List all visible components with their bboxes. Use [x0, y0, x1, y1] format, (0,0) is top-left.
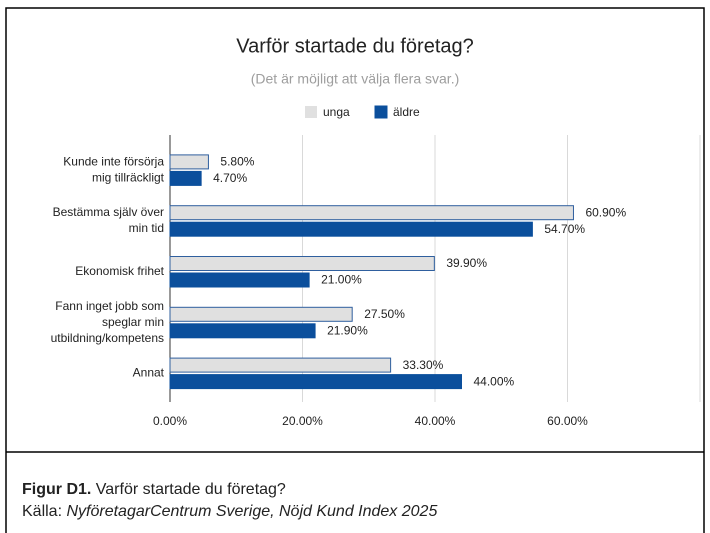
legend-label: unga: [323, 105, 350, 119]
value-label: 60.90%: [585, 205, 626, 219]
value-label: 5.80%: [220, 155, 254, 169]
bar: [169, 205, 574, 221]
bar: [169, 170, 202, 186]
x-tick-label: 40.00%: [415, 414, 456, 428]
label-line: speglar min: [102, 315, 164, 329]
figure-frame: [5, 7, 705, 533]
bar: [169, 306, 353, 322]
label-line: Bestämma själv över: [53, 205, 164, 219]
bar: [169, 374, 462, 390]
y-tick-label: Bestämma själv över min tid: [53, 205, 164, 235]
caption-text: Varför startade du företag?: [91, 481, 286, 498]
label-line: Annat: [133, 366, 165, 380]
value-label: 4.70%: [213, 171, 247, 185]
label-line: mig tillräckligt: [92, 171, 165, 185]
chart-subtitle: (Det är möjligt att välja flera svar.): [251, 71, 460, 87]
caption-figure: Figur D1.: [22, 481, 91, 498]
value-label: 27.50%: [364, 307, 405, 321]
value-label: 54.70%: [544, 222, 585, 236]
y-tick-label: Kunde inte försörja mig tillräckligt: [63, 155, 164, 185]
legend-swatch: [374, 105, 388, 119]
value-label: 33.30%: [403, 358, 444, 372]
label-line: Kunde inte försörja: [63, 155, 164, 169]
bar: [169, 256, 435, 271]
value-label: 44.00%: [474, 374, 515, 388]
legend-label: äldre: [393, 105, 420, 119]
x-tick-label: 60.00%: [547, 414, 588, 428]
chart-title: Varför startade du företag?: [236, 35, 474, 57]
value-label: 21.00%: [321, 273, 362, 287]
caption-line: Figur D1. Varför startade du företag?: [22, 481, 286, 498]
value-label: 21.90%: [327, 323, 368, 337]
x-tick-label: 20.00%: [282, 414, 323, 428]
source-text: NyföretagarCentrum Sverige, Nöjd Kund In…: [66, 503, 437, 520]
y-tick-label: Annat: [133, 366, 165, 380]
bar: [169, 272, 310, 288]
bar: [169, 221, 533, 237]
y-tick-label: Fann inget jobb som speglar min utbildning…: [51, 299, 164, 345]
x-tick-label: 0.00%: [153, 414, 187, 428]
legend-swatch: [305, 106, 317, 118]
y-tick-label: Ekonomisk frihet: [75, 264, 164, 278]
label-line: utbildning/kompetens: [51, 331, 164, 345]
bar: [169, 154, 209, 170]
bar: [169, 323, 316, 339]
label-line: Ekonomisk frihet: [75, 264, 164, 278]
value-label: 39.90%: [446, 256, 487, 270]
source-prefix: Källa:: [22, 503, 66, 520]
source-line: Källa: NyföretagarCentrum Sverige, Nöjd …: [22, 503, 437, 520]
label-line: min tid: [129, 221, 164, 235]
label-line: Fann inget jobb som: [55, 299, 164, 313]
bar: [169, 357, 392, 373]
